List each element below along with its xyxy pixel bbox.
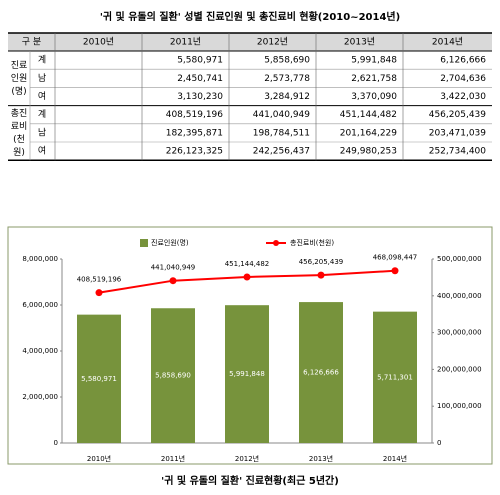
bar-value-label: 5,580,971 xyxy=(81,375,117,383)
table-cell: 5,858,690 xyxy=(264,56,310,66)
line-value-label: 451,144,482 xyxy=(225,260,270,268)
line-value-label: 408,519,196 xyxy=(77,276,122,284)
table-cell: 252,734,400 xyxy=(429,147,487,157)
table-cell: 3,370,090 xyxy=(351,92,397,102)
table-cell: 6,126,666 xyxy=(440,56,486,66)
table-cell: 242,256,437 xyxy=(253,147,310,157)
bar-value-label: 5,991,848 xyxy=(229,370,265,378)
table-cell: 456,205,439 xyxy=(429,110,487,120)
row-label: 여 xyxy=(38,145,46,157)
y-tick-label: 6,000,000 xyxy=(22,301,58,309)
row-label: 여 xyxy=(38,90,46,102)
table-header-cell: 2010년 xyxy=(83,37,114,48)
bar xyxy=(151,308,195,443)
bar-value-label: 5,711,301 xyxy=(377,373,413,381)
y2-tick-label: 200,000,000 xyxy=(437,365,482,373)
group-label: 료비 xyxy=(11,121,28,132)
legend-swatch xyxy=(273,240,279,246)
group-label: 원) xyxy=(13,147,25,158)
group-label: (명) xyxy=(11,86,26,97)
line-point xyxy=(95,289,103,297)
table-cell: 2,450,741 xyxy=(177,74,223,84)
bar-value-label: 6,126,666 xyxy=(303,369,339,377)
table-cell: 2,621,758 xyxy=(351,74,397,84)
legend-label: 진료인원(명) xyxy=(151,238,189,247)
table-header-cell: 2013년 xyxy=(344,37,375,48)
group-label: 인원 xyxy=(11,73,28,84)
table-cell: 441,040,949 xyxy=(253,110,311,120)
line-value-label: 441,040,949 xyxy=(151,264,196,272)
x-tick-label: 2011년 xyxy=(161,454,185,463)
table-header-cell: 구 분 xyxy=(22,37,41,48)
row-label: 남 xyxy=(38,73,46,84)
page-title: '귀 및 유돌의 질환' 성별 진료인원 및 총진료비 현황(2010~2014… xyxy=(100,10,400,23)
table-cell: 451,144,482 xyxy=(340,110,397,120)
group-label: 총진 xyxy=(11,108,28,119)
line-point xyxy=(391,267,399,275)
row-label: 계 xyxy=(38,108,46,120)
y2-tick-label: 300,000,000 xyxy=(437,329,482,337)
bar xyxy=(77,314,121,443)
table-cell: 226,123,325 xyxy=(166,147,223,157)
line-point xyxy=(169,277,177,285)
table-cell: 3,284,912 xyxy=(264,92,310,102)
line-value-label: 456,205,439 xyxy=(299,258,344,266)
row-label: 남 xyxy=(38,127,46,138)
y2-tick-label: 400,000,000 xyxy=(437,292,482,300)
x-tick-label: 2013년 xyxy=(309,454,333,463)
table-cell: 182,395,871 xyxy=(166,128,223,138)
group-label: 진료 xyxy=(11,60,28,71)
table-cell: 408,519,196 xyxy=(166,110,224,120)
x-tick-label: 2012년 xyxy=(235,454,259,463)
bar xyxy=(225,305,269,443)
y-tick-label: 0 xyxy=(54,439,58,447)
y2-tick-label: 100,000,000 xyxy=(437,402,482,410)
table-cell: 3,422,030 xyxy=(440,92,486,102)
table-header-bg xyxy=(8,33,492,51)
y2-tick-label: 0 xyxy=(437,439,441,447)
table-header-cell: 2011년 xyxy=(170,37,201,48)
line-point xyxy=(317,271,325,279)
chart-title: '귀 및 유돌의 질환' 진료현황(최근 5년간) xyxy=(161,474,339,487)
x-tick-label: 2014년 xyxy=(383,454,407,463)
chart-frame xyxy=(7,226,493,465)
bar-value-label: 5,858,690 xyxy=(155,372,191,380)
legend-swatch xyxy=(140,239,148,247)
group-label: (천 xyxy=(13,134,25,145)
table-cell: 201,164,229 xyxy=(340,128,398,138)
table-cell: 249,980,253 xyxy=(340,147,397,157)
line-point xyxy=(243,273,251,281)
table-cell: 3,130,230 xyxy=(177,92,223,102)
y-tick-label: 2,000,000 xyxy=(22,393,58,401)
x-tick-label: 2010년 xyxy=(87,454,111,463)
table-cell: 5,580,971 xyxy=(177,56,223,66)
table-cell: 5,991,848 xyxy=(351,56,397,66)
table-cell: 2,573,778 xyxy=(264,74,310,84)
bar xyxy=(373,311,417,443)
legend-label: 총진료비(천원) xyxy=(290,238,334,247)
y-tick-label: 8,000,000 xyxy=(22,255,58,263)
bar xyxy=(299,302,343,443)
table-cell: 203,471,039 xyxy=(429,128,487,138)
y2-tick-label: 500,000,000 xyxy=(437,255,482,263)
y-tick-label: 4,000,000 xyxy=(22,347,58,355)
table-header-cell: 2014년 xyxy=(432,37,463,48)
table-cell: 198,784,511 xyxy=(253,128,310,138)
row-label: 계 xyxy=(38,54,46,66)
line-value-label: 468,098,447 xyxy=(373,254,418,262)
table-header-cell: 2012년 xyxy=(257,37,288,48)
table-cell: 2,704,636 xyxy=(440,74,486,84)
